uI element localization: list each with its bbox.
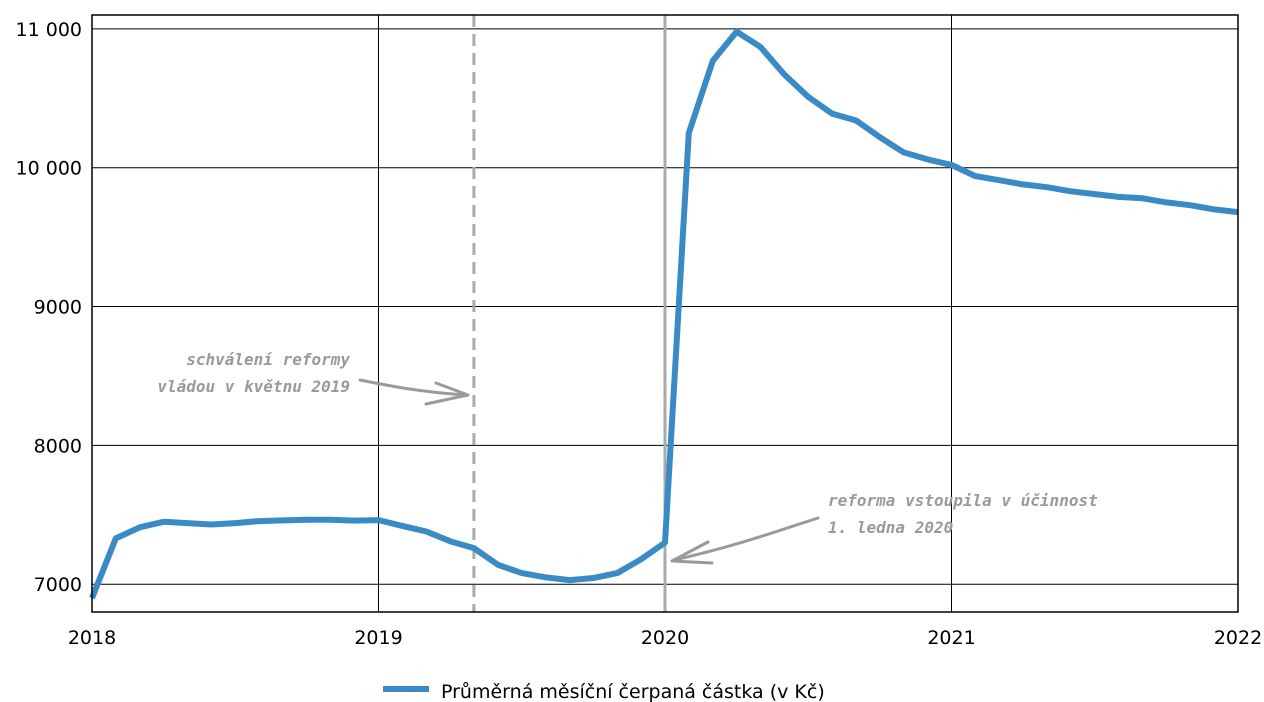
series-line — [89, 28, 1239, 600]
y-tick-label: 7000 — [34, 574, 82, 596]
x-tick-label: 2019 — [354, 627, 402, 649]
y-tick-label: 11 000 — [16, 19, 82, 41]
annotation-effective-arrow — [672, 516, 820, 562]
event-markers — [472, 15, 667, 612]
x-tick-label: 2020 — [641, 627, 689, 649]
annotation-effective-line2: 1. ledna 2020 — [828, 518, 953, 537]
plot-frame — [91, 14, 1239, 613]
annotation-approval-arrowhead — [424, 381, 470, 406]
annotation-effective-line1: reforma vstoupila v účinnost — [828, 491, 1098, 510]
annotation-reform-effective: reforma vstoupila v účinnost 1. ledna 20… — [670, 491, 1098, 565]
y-tick-label: 8000 — [34, 435, 82, 457]
annotation-approval-arrow — [358, 378, 468, 397]
x-tick-label: 2021 — [927, 627, 975, 649]
x-axis-ticks: 2018 2019 2020 2021 2022 — [68, 627, 1262, 649]
annotation-approval-line1: schválení reformy — [186, 350, 350, 369]
annotation-approval-line2: vládou v květnu 2019 — [157, 377, 350, 396]
x-tick-label: 2022 — [1214, 627, 1262, 649]
legend-label: Průměrná měsíční čerpaná částka (v Kč) — [441, 681, 825, 702]
annotation-effective-arrowhead — [670, 540, 714, 565]
series-group — [89, 28, 1239, 600]
y-axis-ticks: 7000 8000 9000 10 000 11 000 — [16, 19, 82, 596]
annotation-reform-approval: schválení reformy vládou v květnu 2019 — [157, 350, 470, 406]
legend: Průměrná měsíční čerpaná částka (v Kč) — [383, 681, 825, 702]
x-tick-label: 2018 — [68, 627, 116, 649]
legend-swatch — [383, 686, 429, 692]
y-tick-label: 10 000 — [16, 158, 82, 180]
y-tick-label: 9000 — [34, 297, 82, 319]
